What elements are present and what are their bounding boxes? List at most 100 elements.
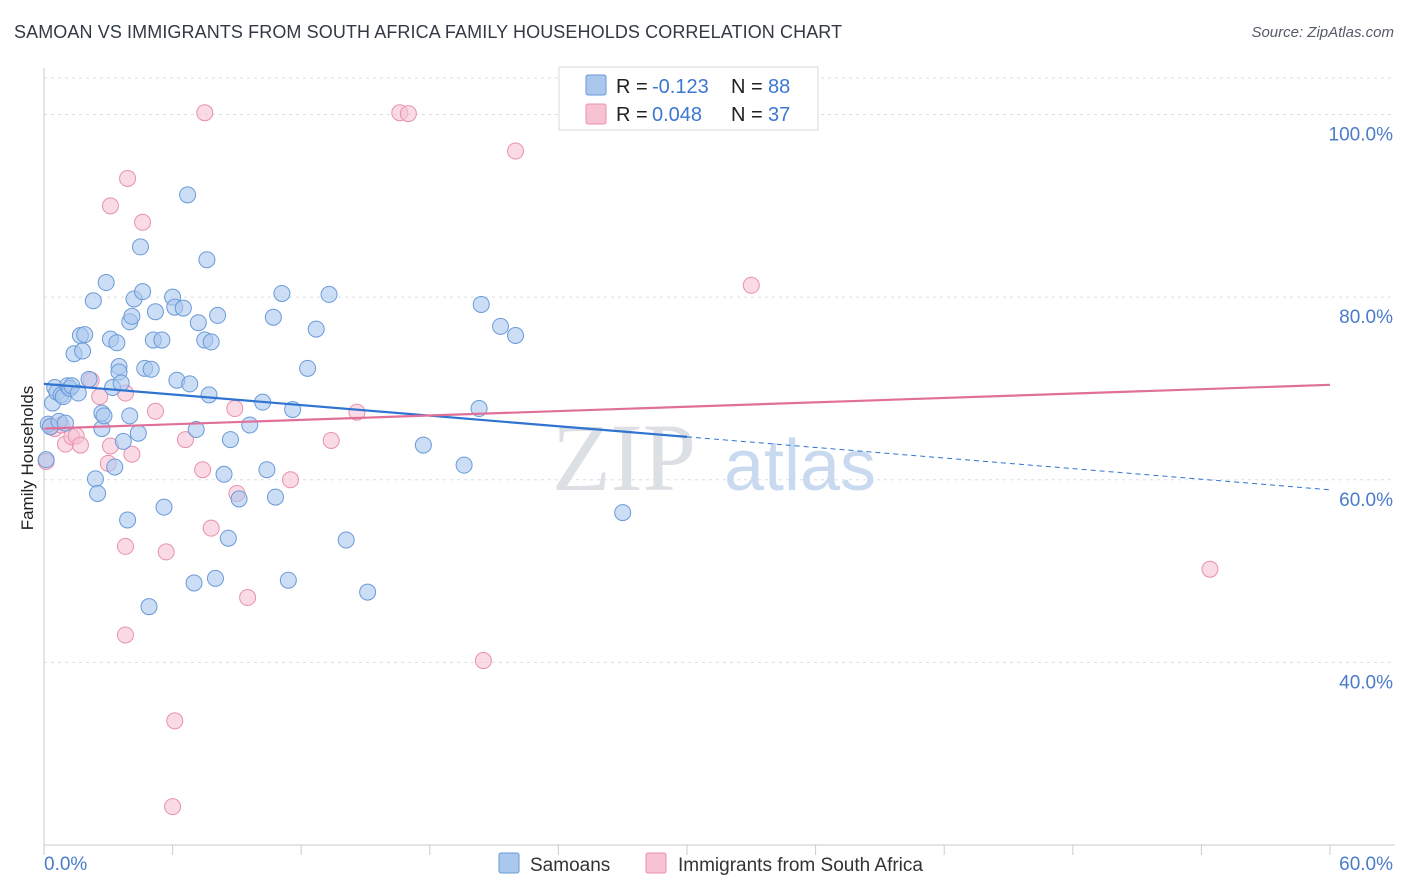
legend-label-samoans: Samoans bbox=[530, 855, 610, 876]
south-africa-point-19 bbox=[146, 402, 164, 420]
samoan-point-41 bbox=[134, 283, 152, 301]
south-africa-point-38 bbox=[1201, 560, 1219, 578]
watermark-atlas: atlas bbox=[724, 426, 876, 506]
stats-n-value-blue: 88 bbox=[768, 76, 790, 98]
samoan-point-60 bbox=[200, 386, 218, 404]
samoan-point-24 bbox=[95, 407, 113, 425]
south-africa-point-7 bbox=[71, 436, 89, 454]
south-africa-point-35 bbox=[474, 652, 492, 670]
samoan-point-28 bbox=[106, 458, 124, 476]
south-africa-point-34 bbox=[399, 105, 417, 123]
legend-swatch-south-africa bbox=[645, 852, 667, 874]
south-africa-point-31 bbox=[322, 431, 340, 449]
samoan-point-81 bbox=[414, 436, 432, 454]
series-blue-points bbox=[37, 186, 632, 616]
samoan-point-66 bbox=[221, 431, 239, 449]
samoan-point-82 bbox=[455, 456, 473, 474]
samoan-point-17 bbox=[76, 326, 94, 344]
samoan-point-35 bbox=[121, 407, 139, 425]
samoan-point-37 bbox=[123, 307, 141, 325]
samoan-point-56 bbox=[187, 421, 205, 439]
south-africa-point-24 bbox=[194, 461, 212, 479]
samoan-point-62 bbox=[206, 569, 224, 587]
stats-r-value-blue: -0.123 bbox=[652, 76, 709, 98]
stats-r-value-pink: 0.048 bbox=[652, 104, 702, 126]
samoan-point-72 bbox=[266, 488, 284, 506]
stats-legend-swatch-blue bbox=[585, 74, 607, 96]
south-africa-point-18 bbox=[134, 213, 152, 231]
samoan-point-44 bbox=[142, 360, 160, 378]
samoan-point-68 bbox=[241, 416, 259, 434]
samoan-point-70 bbox=[258, 461, 276, 479]
samoan-point-29 bbox=[108, 334, 126, 352]
south-africa-point-17 bbox=[116, 626, 134, 644]
stats-r-label-blue: R = bbox=[616, 76, 648, 98]
samoan-point-48 bbox=[155, 498, 173, 516]
samoan-point-20 bbox=[86, 470, 104, 488]
y-tick-labels: 100.0% 80.0% 60.0% 40.0% bbox=[1329, 125, 1394, 694]
south-africa-point-22 bbox=[164, 798, 182, 816]
legend-label-south-africa: Immigrants from South Africa bbox=[678, 855, 923, 876]
south-africa-point-36 bbox=[507, 142, 525, 160]
stats-n-label-blue: N = bbox=[731, 76, 763, 98]
samoan-point-76 bbox=[299, 359, 317, 377]
south-africa-point-14 bbox=[116, 537, 134, 555]
y-tick-label-1: 80.0% bbox=[1339, 307, 1393, 328]
samoan-point-63 bbox=[209, 306, 227, 324]
samoan-point-61 bbox=[202, 333, 220, 351]
samoan-point-85 bbox=[492, 317, 510, 335]
samoan-trend-line bbox=[43, 382, 688, 438]
samoan-point-86 bbox=[507, 326, 525, 344]
samoan-point-71 bbox=[264, 308, 282, 326]
chart-title: SAMOAN VS IMMIGRANTS FROM SOUTH AFRICA F… bbox=[14, 22, 843, 42]
legend-swatch-samoans bbox=[498, 852, 520, 874]
samoan-point-46 bbox=[146, 303, 164, 321]
south-africa-point-29 bbox=[239, 589, 257, 607]
y-axis-title: Family Households bbox=[18, 386, 37, 531]
watermark-zip: ZIP bbox=[552, 404, 696, 511]
samoan-point-57 bbox=[189, 314, 207, 332]
south-africa-point-12 bbox=[101, 197, 119, 215]
samoan-point-74 bbox=[279, 571, 297, 589]
samoan-point-73 bbox=[273, 284, 291, 302]
samoan-point-79 bbox=[337, 531, 355, 549]
south-africa-point-20 bbox=[157, 543, 175, 561]
samoan-point-33 bbox=[114, 432, 132, 450]
x-tick-labels: 0.0% 60.0% bbox=[44, 854, 1393, 875]
samoan-point-43 bbox=[140, 598, 158, 616]
samoan-point-55 bbox=[185, 574, 203, 592]
axes bbox=[43, 68, 1395, 855]
samoan-point-19 bbox=[84, 292, 102, 310]
samoan-point-59 bbox=[198, 251, 216, 269]
south-africa-point-25 bbox=[196, 104, 214, 122]
y-tick-label-3: 40.0% bbox=[1339, 672, 1393, 693]
south-africa-point-37 bbox=[742, 276, 760, 294]
samoan-point-54 bbox=[181, 375, 199, 393]
samoan-point-84 bbox=[472, 295, 490, 313]
samoan-point-32 bbox=[112, 374, 130, 392]
samoan-point-21 bbox=[89, 484, 107, 502]
samoan-point-25 bbox=[97, 274, 115, 292]
watermark: ZIP atlas bbox=[552, 404, 876, 511]
samoan-point-16 bbox=[74, 342, 92, 360]
south-africa-point-32 bbox=[348, 403, 366, 421]
samoan-point-65 bbox=[219, 529, 237, 547]
samoan-point-18 bbox=[80, 370, 98, 388]
stats-n-value-pink: 37 bbox=[768, 104, 790, 126]
grid bbox=[44, 77, 1395, 663]
stats-n-label-pink: N = bbox=[731, 104, 763, 126]
south-africa-point-16 bbox=[123, 445, 141, 463]
samoan-point-53 bbox=[179, 186, 197, 204]
y-tick-label-0: 100.0% bbox=[1329, 125, 1394, 146]
samoan-point-64 bbox=[215, 465, 233, 483]
samoan-point-77 bbox=[307, 320, 325, 338]
stats-legend-swatch-pink bbox=[585, 103, 607, 125]
south-africa-point-26 bbox=[202, 519, 220, 537]
south-africa-point-21 bbox=[166, 712, 184, 730]
x-tick-label-0: 0.0% bbox=[44, 854, 87, 875]
samoan-point-67 bbox=[230, 490, 248, 508]
south-africa-point-27 bbox=[226, 400, 244, 418]
samoan-point-47 bbox=[153, 331, 171, 349]
samoan-point-0 bbox=[37, 451, 55, 469]
